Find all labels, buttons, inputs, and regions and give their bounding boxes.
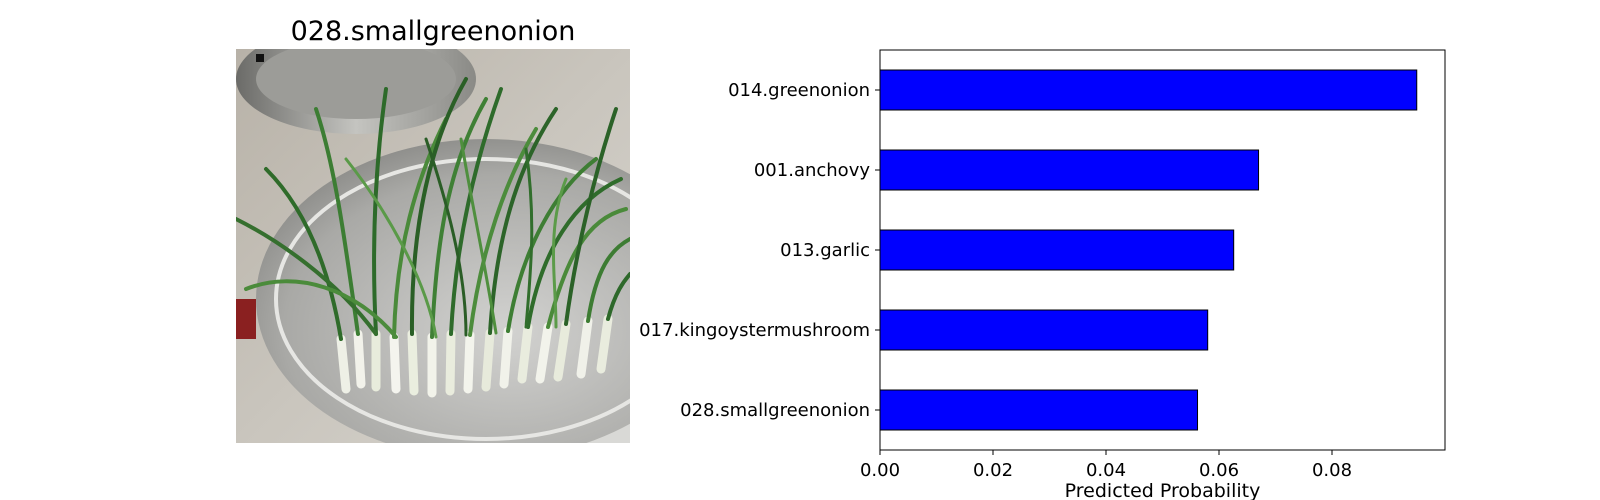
y-tick-label: 014.greenonion bbox=[728, 80, 870, 101]
y-tick-label: 013.garlic bbox=[780, 240, 870, 261]
bar bbox=[879, 229, 1235, 271]
x-tick-label: 0.04 bbox=[1086, 460, 1126, 481]
image-title: 028.smallgreenonion bbox=[290, 16, 576, 47]
x-tick-label: 0.02 bbox=[973, 460, 1013, 481]
y-tick-label: 017.kingoystermushroom bbox=[639, 320, 870, 341]
green-onion-photo bbox=[236, 49, 630, 443]
y-tick-label: 028.smallgreenonion bbox=[680, 400, 870, 421]
x-tick-label: 0.06 bbox=[1199, 460, 1239, 481]
x-tick-label: 0.08 bbox=[1312, 460, 1352, 481]
bar bbox=[879, 69, 1418, 111]
bar bbox=[879, 309, 1209, 351]
y-tick-label: 001.anchovy bbox=[754, 160, 870, 181]
plot-frame bbox=[879, 49, 1446, 451]
x-axis-label: Predicted Probability bbox=[1065, 480, 1261, 500]
bar bbox=[879, 389, 1199, 431]
x-tick-label: 0.00 bbox=[860, 460, 900, 481]
bar bbox=[879, 149, 1260, 191]
